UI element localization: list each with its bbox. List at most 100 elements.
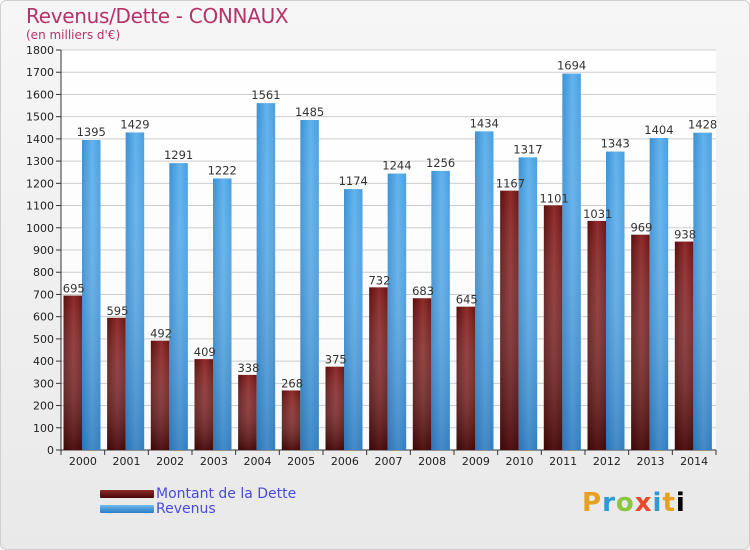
data-label-revenue-2009: 1434 (470, 116, 499, 130)
data-label-revenue-2014: 1428 (688, 118, 717, 132)
bar-revenue-shade-2013 (649, 138, 669, 450)
bar-revenue-shade-2008 (431, 170, 450, 450)
bar-debt-shade-2003 (194, 359, 213, 450)
bar-debt-shade-2001 (107, 317, 126, 450)
y-tick-label: 1800 (26, 44, 54, 57)
bar-debt-shade-2008 (412, 298, 432, 450)
bar-debt-shade-2010 (500, 190, 519, 450)
x-tick-label: 2002 (156, 455, 184, 468)
bar-revenue-shade-2012 (606, 151, 625, 451)
data-label-debt-2000: 695 (63, 282, 85, 296)
data-label-debt-2010: 1167 (496, 177, 525, 191)
y-tick-label: 1200 (26, 177, 54, 190)
data-label-revenue-2001: 1429 (120, 117, 149, 131)
data-label-revenue-2002: 1291 (164, 148, 193, 162)
y-tick-label: 1700 (26, 66, 54, 79)
y-tick-label: 1600 (26, 88, 54, 101)
bar-revenue-shade-2011 (562, 73, 581, 451)
bar-revenue-shade-2003 (213, 178, 232, 450)
data-label-debt-2008: 683 (412, 284, 434, 298)
chart-subtitle: (en milliers d'€) (26, 28, 121, 42)
bar-revenue-shade-2009 (475, 131, 494, 451)
legend: Montant de la Dette Revenus (100, 485, 297, 517)
data-label-debt-2011: 1101 (539, 191, 568, 205)
bar-debt-shade-2004 (238, 374, 257, 450)
bar-debt-shade-2011 (543, 205, 563, 450)
y-tick-label: 100 (33, 422, 54, 435)
proxiti-logo: Proxiti (582, 488, 686, 518)
data-label-revenue-2010: 1317 (513, 142, 542, 156)
legend-item-debt: Montant de la Dette (100, 485, 297, 502)
bar-debt-shade-2012 (587, 220, 606, 450)
data-label-debt-2003: 409 (194, 345, 216, 359)
x-tick-label: 2014 (680, 455, 708, 468)
bar-revenue-shade-2004 (256, 103, 276, 450)
data-label-debt-2001: 595 (106, 304, 128, 318)
legend-item-revenue: Revenus (100, 500, 296, 517)
legend-swatch-revenue (100, 504, 154, 513)
data-label-revenue-2000: 1395 (77, 125, 106, 139)
x-tick-label: 2010 (506, 455, 534, 468)
y-tick-label: 1300 (26, 155, 54, 168)
bar-debt-shade-2013 (631, 234, 650, 450)
data-label-debt-2006: 375 (325, 353, 347, 367)
bar-revenue-shade-2005 (300, 120, 319, 450)
bar-debt-shade-2009 (456, 306, 475, 450)
bar-revenue-shade-2002 (169, 163, 188, 450)
data-label-debt-2004: 338 (237, 361, 259, 375)
y-tick-label: 1100 (26, 200, 54, 213)
x-tick-label: 2000 (69, 455, 97, 468)
bar-revenue-shade-2007 (387, 173, 407, 451)
bar-debt-shade-2000 (63, 295, 82, 450)
data-label-debt-2005: 268 (281, 376, 303, 390)
chart-title: Revenus/Dette - CONNAUX (26, 4, 289, 28)
data-label-revenue-2003: 1222 (208, 163, 237, 177)
x-tick-label: 2011 (549, 455, 577, 468)
data-label-debt-2014: 938 (674, 228, 696, 242)
y-tick-label: 800 (33, 266, 54, 279)
bar-revenue-shade-2010 (518, 157, 538, 451)
data-label-debt-2009: 645 (456, 293, 478, 307)
data-label-revenue-2012: 1343 (601, 137, 630, 151)
bar-debt-shade-2014 (674, 241, 694, 450)
x-tick-label: 2005 (287, 455, 315, 468)
x-tick-label: 2012 (593, 455, 621, 468)
x-tick-label: 2008 (418, 455, 446, 468)
x-tick-label: 2003 (200, 455, 228, 468)
data-label-debt-2012: 1031 (583, 207, 612, 221)
bar-debt-shade-2006 (325, 366, 344, 450)
bar-revenue-shade-2006 (344, 189, 363, 450)
y-tick-label: 1000 (26, 222, 54, 235)
bar-revenue-shade-2014 (693, 132, 712, 450)
data-label-revenue-2006: 1174 (339, 174, 368, 188)
x-tick-label: 2009 (462, 455, 490, 468)
x-tick-label: 2004 (244, 455, 272, 468)
x-tick-label: 2007 (375, 455, 403, 468)
y-tick-label: 500 (33, 333, 54, 346)
y-tick-label: 600 (33, 311, 54, 324)
data-label-debt-2007: 732 (368, 273, 390, 287)
data-label-debt-2013: 969 (630, 221, 652, 235)
bar-debt-shade-2007 (369, 287, 388, 450)
x-tick-label: 2006 (331, 455, 359, 468)
y-tick-label: 0 (47, 444, 54, 457)
y-tick-label: 700 (33, 288, 54, 301)
bar-revenue-shade-2001 (125, 132, 145, 450)
data-label-revenue-2004: 1561 (251, 88, 280, 102)
y-tick-label: 1500 (26, 111, 54, 124)
y-tick-label: 300 (33, 377, 54, 390)
bar-revenue-shade-2000 (82, 140, 101, 450)
x-tick-label: 2001 (113, 455, 141, 468)
legend-label-debt: Montant de la Dette (156, 485, 297, 502)
data-label-revenue-2007: 1244 (382, 159, 411, 173)
y-tick-label: 900 (33, 244, 54, 257)
data-label-revenue-2005: 1485 (295, 105, 324, 119)
y-tick-label: 200 (33, 400, 54, 413)
legend-label-revenue: Revenus (156, 500, 216, 517)
data-label-revenue-2011: 1694 (557, 59, 586, 73)
bar-debt-shade-2005 (281, 390, 301, 450)
x-tick-label: 2013 (637, 455, 665, 468)
data-label-revenue-2008: 1256 (426, 156, 455, 170)
data-label-debt-2002: 492 (150, 327, 172, 341)
